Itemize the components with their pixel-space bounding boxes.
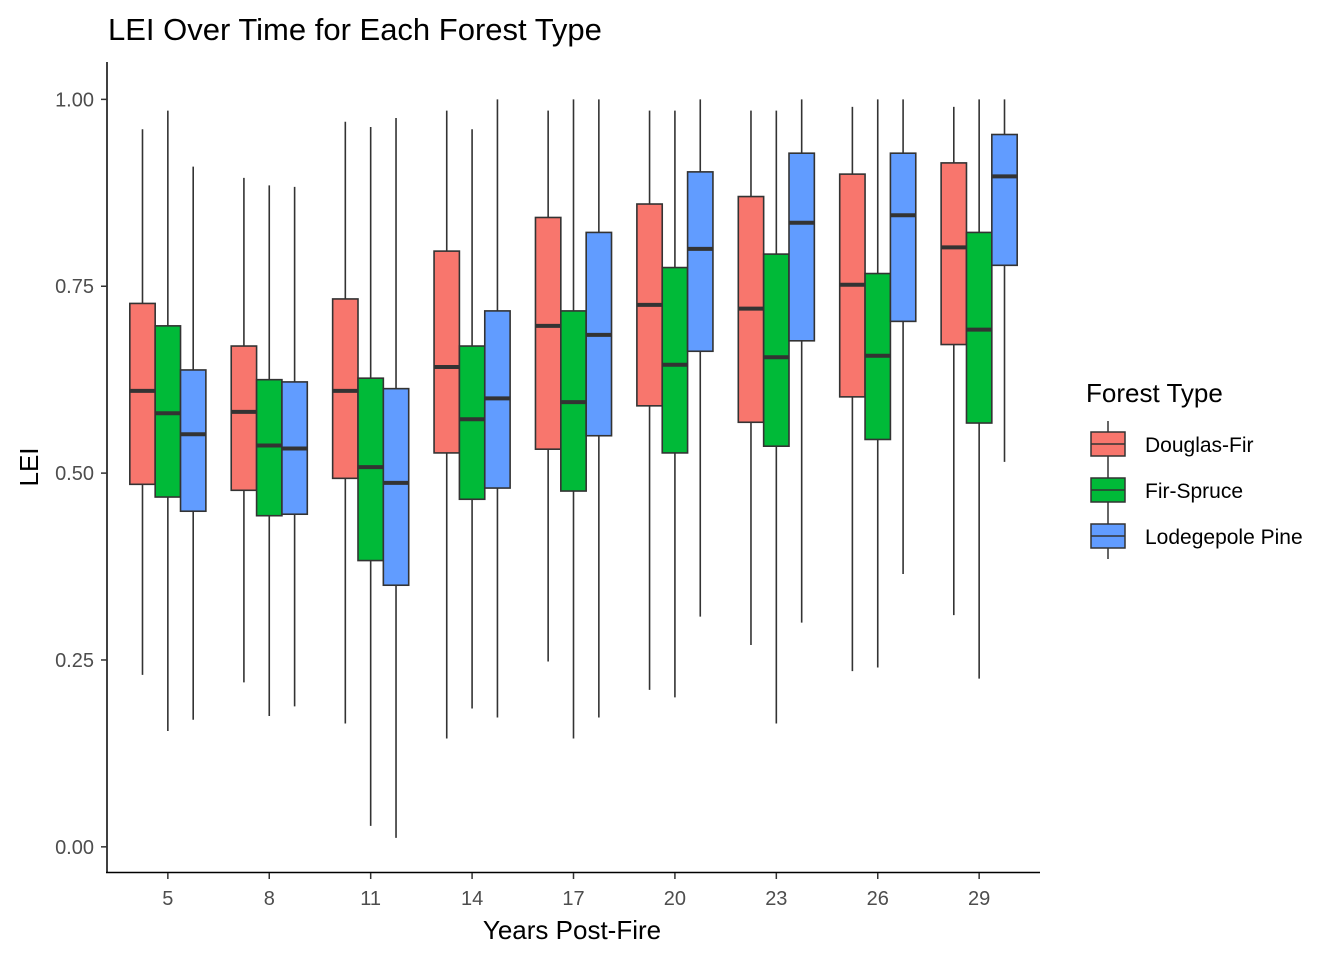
x-tick-label-8: 8 (264, 888, 275, 910)
box-body (788, 152, 816, 342)
legend-label: Lodegepole Pine (1145, 526, 1303, 549)
box-body (686, 171, 714, 353)
box-douglas-fir-17 (534, 110, 562, 662)
box-body (255, 378, 283, 517)
y-tick-label-1: 0.25 (55, 650, 94, 672)
box-body (331, 298, 359, 480)
legend-item-fir-spruce: Fir-Spruce (1090, 467, 1243, 513)
y-tick-label-3: 0.75 (55, 276, 94, 298)
box-fir-spruce-17 (560, 99, 587, 739)
box-fir-spruce-11 (357, 127, 385, 826)
box-body (534, 216, 562, 450)
box-lodegepole-pine-20 (686, 99, 714, 617)
box-body (230, 345, 258, 492)
box-douglas-fir-29 (940, 106, 968, 616)
box-fir-spruce-20 (661, 110, 689, 698)
legend-label: Fir-Spruce (1145, 480, 1243, 503)
box-body (357, 377, 385, 562)
box-body (382, 387, 410, 587)
y-axis-ticks: 0.00 0.25 0.50 0.75 1.00 (55, 89, 107, 859)
x-tick-label-29: 29 (968, 888, 990, 910)
box-body (458, 345, 486, 501)
box-body (889, 152, 917, 323)
box-lodegepole-pine-17 (585, 99, 613, 718)
box-body (991, 133, 1018, 267)
legend-item-lodegepole-pine: Lodegepole Pine (1090, 513, 1303, 559)
box-lodegepole-pine-11 (382, 118, 410, 838)
boxes-layer (129, 99, 1018, 838)
box-douglas-fir-26 (838, 106, 866, 672)
x-tick-label-26: 26 (867, 888, 889, 910)
y-tick-label-0: 0.00 (55, 837, 94, 859)
x-tick-label-23: 23 (765, 888, 787, 910)
box-lodegepole-pine-29 (991, 99, 1018, 462)
y-tick-label-2: 0.50 (55, 463, 94, 485)
legend-label: Douglas-Fir (1145, 434, 1254, 457)
box-fir-spruce-29 (965, 99, 993, 679)
box-fir-spruce-14 (458, 129, 486, 709)
box-lodegepole-pine-8 (281, 186, 309, 707)
y-tick-label-4: 1.00 (55, 89, 94, 111)
x-tick-label-20: 20 (664, 888, 686, 910)
box-body (179, 369, 207, 513)
box-fir-spruce-26 (864, 99, 892, 668)
box-lodegepole-pine-5 (179, 166, 207, 720)
x-tick-label-5: 5 (162, 888, 173, 910)
box-lodegepole-pine-26 (889, 99, 917, 575)
box-lodegepole-pine-14 (483, 99, 511, 718)
box-body (433, 250, 461, 454)
legend-title: Forest Type (1086, 378, 1223, 408)
box-douglas-fir-5 (129, 129, 156, 675)
box-fir-spruce-23 (762, 110, 790, 724)
box-body (940, 162, 968, 346)
x-tick-label-17: 17 (562, 888, 584, 910)
x-tick-label-11: 11 (360, 888, 381, 910)
box-body (129, 302, 156, 486)
box-lodegepole-pine-23 (788, 99, 816, 623)
y-axis-title: LEI (14, 447, 44, 486)
box-body (762, 253, 790, 447)
legend-item-douglas-fir: Douglas-Fir (1090, 421, 1254, 467)
chart-title: LEI Over Time for Each Forest Type (108, 12, 602, 47)
box-body (661, 266, 689, 454)
x-tick-label-14: 14 (461, 888, 483, 910)
x-axis-ticks: 5 8 11 14 17 20 23 26 29 (162, 873, 990, 910)
legend-items: Douglas-Fir Fir-Spruce Lodegepole Pine (1090, 421, 1303, 559)
box-douglas-fir-11 (331, 121, 359, 724)
legend: Forest Type Douglas-Fir Fir-Spruce Lodegep… (1086, 378, 1303, 559)
box-fir-spruce-5 (154, 110, 182, 731)
x-axis-title: Years Post-Fire (483, 915, 661, 945)
